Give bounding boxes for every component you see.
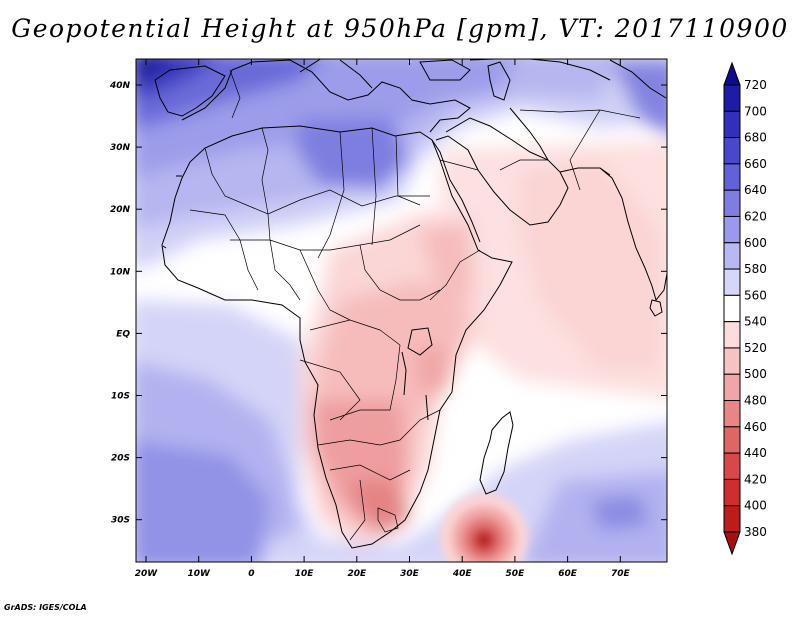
colorbar-swatch (723, 163, 741, 191)
colorbar-swatch (723, 321, 741, 349)
lat-tick-label: 20N (110, 205, 131, 215)
lat-tick-label: 20S (111, 454, 130, 464)
colorbar-swatch (723, 294, 741, 323)
colorbar-label: 700 (744, 104, 767, 118)
colorbar-swatch (723, 505, 741, 533)
colorbar-swatch (723, 84, 741, 112)
plot-frame (135, 58, 668, 563)
colorbar-label: 620 (744, 209, 767, 223)
colorbar-label: 660 (744, 157, 767, 171)
colorbar-swatch (723, 242, 741, 270)
colorbar-label: 420 (744, 472, 767, 486)
colorbar-label: 400 (744, 499, 767, 513)
lon-tick-label: 10E (295, 569, 315, 579)
axes: 20W 10W 0 10E 20E 30E 40E 50E 60E 70E 40N 30N 20N 10N… (109, 59, 667, 579)
colorbar-swatch (723, 189, 741, 217)
lon-tick-label: 10W (187, 569, 211, 579)
colorbar-label: 540 (744, 315, 767, 329)
lat-tick-label: 30N (110, 143, 131, 153)
lon-tick-label: 70E (611, 569, 631, 579)
colorbar-label: 580 (744, 262, 767, 276)
lon-tick-label: 60E (558, 569, 578, 579)
colorbar-top-arrow (723, 61, 741, 86)
colorbar-label: 500 (744, 367, 767, 381)
grads-credit: GrADS: IGES/COLA (4, 603, 87, 612)
colorbar-label: 480 (744, 394, 767, 408)
colorbar-swatch (723, 426, 741, 454)
coastlines (154, 59, 667, 549)
lon-tick-label: 30E (400, 569, 420, 579)
lat-tick-label: 30S (111, 516, 130, 526)
map-title: Geopotential Height at 950hPa [gpm], VT:… (11, 14, 789, 43)
lon-tick-label: 50E (506, 569, 526, 579)
lon-tick-label: 40E (452, 569, 473, 579)
colorbar-swatch (723, 478, 741, 507)
lat-tick-label: EQ (116, 329, 130, 339)
colorbar-label: 440 (744, 446, 767, 460)
lon-tick-label: 20E (347, 569, 367, 579)
colorbar-label: 640 (744, 183, 767, 197)
colorbar-label: 600 (744, 236, 767, 250)
colorbar-label: 680 (744, 131, 767, 145)
lat-tick-label: 10N (110, 267, 131, 277)
colorbar-swatch (723, 373, 741, 402)
colorbar-bottom-arrow (723, 531, 741, 556)
geopotential-height-field (136, 59, 667, 562)
colorbar-swatch (723, 137, 741, 165)
lon-tick-label: 20W (135, 569, 159, 579)
lon-tick-label: 0 (248, 569, 254, 579)
colorbar-swatch (723, 400, 741, 428)
colorbar-swatch (723, 215, 741, 244)
colorbar-label: 520 (744, 341, 767, 355)
colorbar-swatch (723, 110, 741, 139)
colorbar-label: 720 (744, 78, 767, 92)
country-borders (189, 69, 641, 541)
colorbar: 720 700 680 660 640 620 600 580 560 540 520 500 480 4… (723, 61, 767, 556)
colorbar-swatch (723, 268, 741, 296)
colorbar-label: 380 (744, 525, 767, 539)
lat-tick-label: 10S (111, 392, 130, 402)
colorbar-label: 560 (744, 288, 767, 302)
colorbar-swatch (723, 347, 741, 375)
lat-tick-label: 40N (109, 81, 131, 91)
colorbar-label: 460 (744, 420, 767, 434)
colorbar-swatch (723, 452, 741, 480)
